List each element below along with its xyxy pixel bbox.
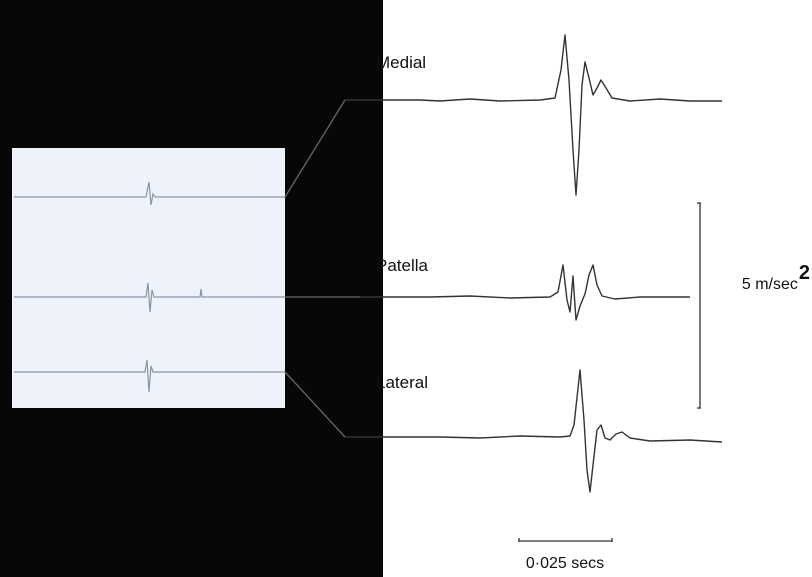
- trace-label: Patella: [376, 256, 429, 275]
- figure: Medial Patella Lateral 5 m/sec 2 0·025 s…: [0, 0, 812, 577]
- scale-label: 0·025 secs: [526, 555, 604, 572]
- trace-label: Lateral: [376, 373, 428, 392]
- horizontal-scale-bar: [519, 538, 612, 542]
- scale-superscript: 2: [799, 262, 810, 284]
- vertical-scale-bar: [697, 203, 701, 408]
- scale-label: 5 m/sec: [742, 276, 798, 293]
- trace-label: Medial: [376, 53, 426, 72]
